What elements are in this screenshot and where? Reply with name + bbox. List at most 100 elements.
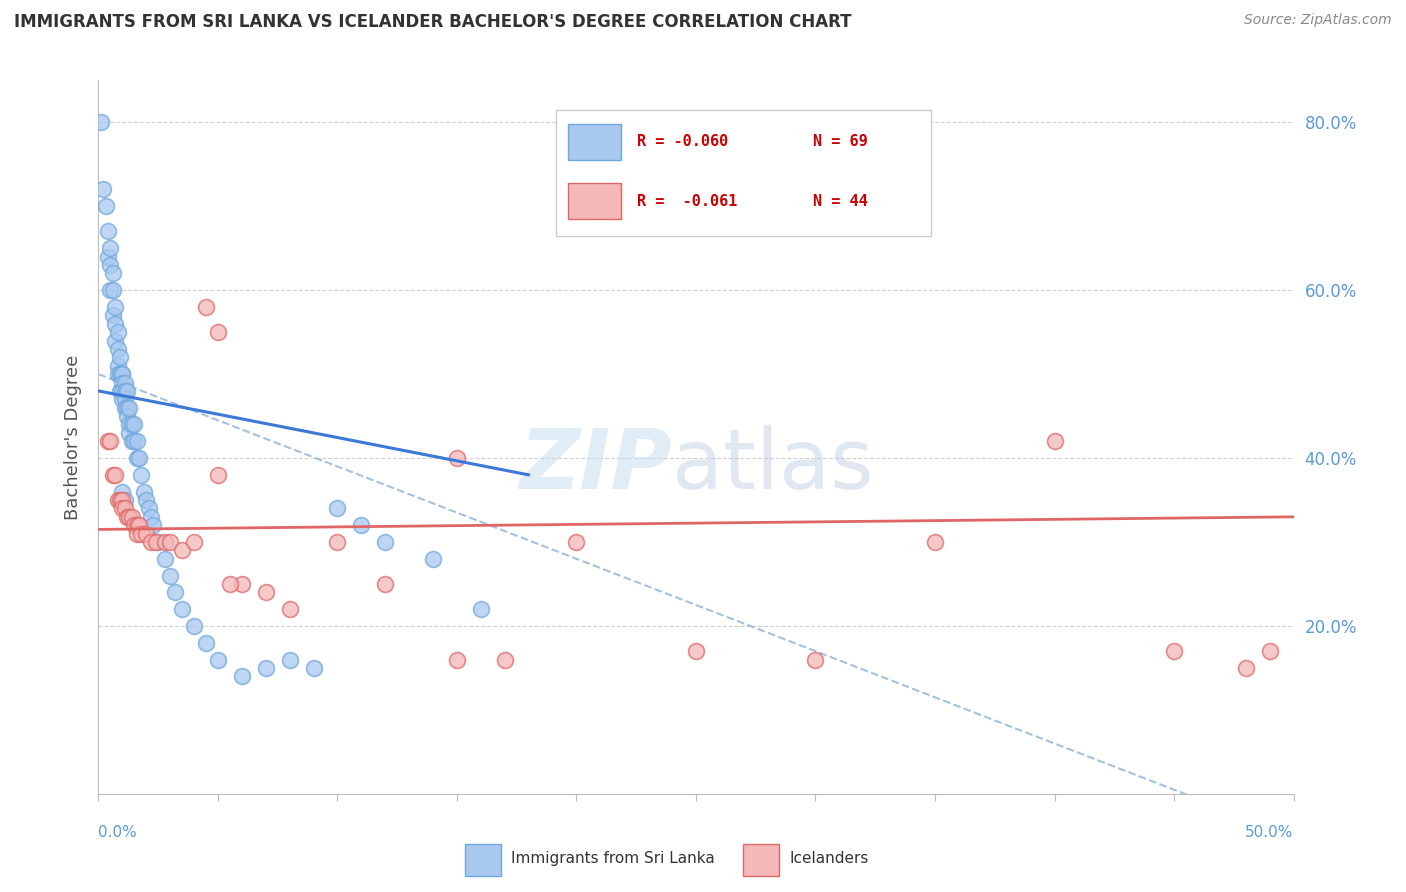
Point [194, 636, 218, 650]
Point [231, 577, 253, 591]
Point [115, 409, 138, 423]
Point [107, 325, 129, 339]
Point [135, 526, 157, 541]
Point [1234, 661, 1257, 675]
Point [118, 425, 141, 440]
Point [101, 467, 124, 482]
Point [138, 501, 160, 516]
Point [207, 652, 229, 666]
Point [125, 451, 148, 466]
Point [98, 283, 122, 297]
Point [107, 359, 129, 373]
Point [125, 526, 148, 541]
Point [107, 493, 129, 508]
Point [155, 551, 177, 566]
Point [91, 182, 114, 196]
Point [470, 602, 492, 616]
Point [1163, 644, 1185, 658]
Point [124, 434, 146, 449]
Text: Immigrants from Sri Lanka: Immigrants from Sri Lanka [510, 851, 714, 866]
Point [125, 434, 148, 449]
Point [131, 526, 153, 541]
Point [135, 493, 157, 508]
Point [118, 401, 141, 415]
Point [111, 392, 134, 407]
Point [326, 535, 349, 549]
Point [104, 317, 127, 331]
Point [194, 300, 218, 314]
Point [118, 417, 141, 432]
Point [97, 434, 120, 449]
Point [121, 509, 143, 524]
Point [98, 258, 122, 272]
Point [254, 661, 277, 675]
Bar [744, 844, 779, 876]
Point [350, 518, 373, 533]
Point [108, 493, 131, 508]
Point [278, 602, 301, 616]
Point [90, 115, 112, 129]
Point [104, 467, 127, 482]
Point [97, 224, 120, 238]
Point [231, 669, 253, 683]
Point [97, 250, 120, 264]
Point [101, 283, 124, 297]
Point [107, 342, 129, 356]
Point [148, 535, 170, 549]
Point [804, 652, 827, 666]
Point [163, 585, 186, 599]
Point [1043, 434, 1066, 449]
Text: 0.0%: 0.0% [98, 825, 138, 840]
Point [115, 509, 138, 524]
Point [207, 325, 229, 339]
Point [98, 241, 122, 255]
Point [302, 661, 325, 675]
Point [111, 384, 134, 398]
Point [278, 652, 301, 666]
Point [114, 384, 136, 398]
Point [114, 493, 136, 508]
Text: atlas: atlas [672, 425, 873, 506]
Text: 50.0%: 50.0% [1246, 825, 1294, 840]
Point [172, 602, 194, 616]
Point [101, 266, 124, 280]
Point [422, 551, 444, 566]
Point [121, 434, 143, 449]
Point [101, 309, 124, 323]
Text: Icelanders: Icelanders [789, 851, 869, 866]
Point [124, 518, 146, 533]
Point [108, 384, 131, 398]
Text: IMMIGRANTS FROM SRI LANKA VS ICELANDER BACHELOR'S DEGREE CORRELATION CHART: IMMIGRANTS FROM SRI LANKA VS ICELANDER B… [14, 13, 852, 31]
Point [142, 518, 165, 533]
Point [139, 509, 162, 524]
Point [111, 501, 134, 516]
Point [183, 619, 205, 633]
Point [494, 652, 516, 666]
Point [924, 535, 946, 549]
Point [155, 535, 177, 549]
Point [114, 501, 136, 516]
Point [111, 484, 134, 499]
Point [131, 467, 153, 482]
Point [111, 367, 134, 381]
Text: ZIP: ZIP [519, 425, 672, 506]
Point [207, 467, 229, 482]
Point [128, 518, 150, 533]
Text: Source: ZipAtlas.com: Source: ZipAtlas.com [1244, 13, 1392, 28]
Point [1258, 644, 1281, 658]
Point [446, 451, 468, 466]
Point [104, 300, 127, 314]
Point [114, 401, 136, 415]
Point [118, 509, 141, 524]
Point [128, 451, 150, 466]
Point [124, 417, 146, 432]
Point [145, 535, 167, 549]
Point [114, 376, 136, 390]
Point [374, 535, 396, 549]
Bar [465, 844, 501, 876]
Point [159, 535, 181, 549]
Point [115, 384, 138, 398]
Point [98, 434, 122, 449]
Point [104, 334, 127, 348]
Point [125, 518, 148, 533]
